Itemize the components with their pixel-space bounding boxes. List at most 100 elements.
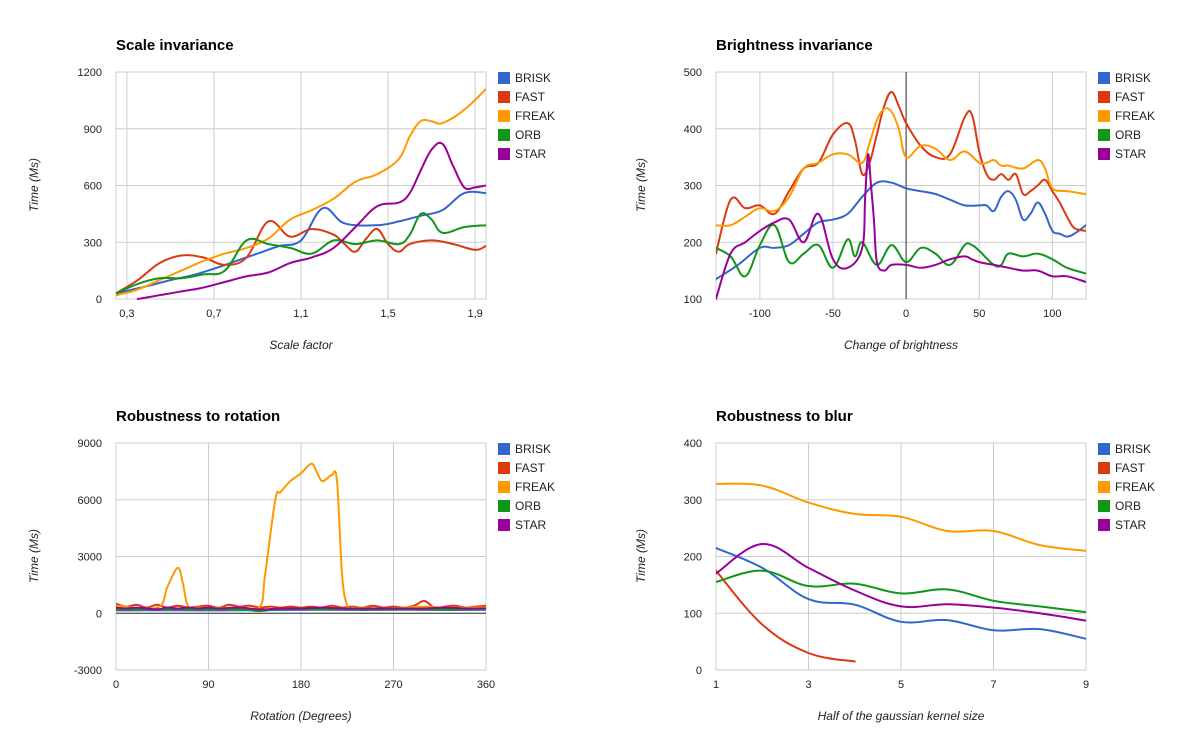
legend-label: FREAK [515,109,555,123]
x-tick-label: 180 [292,679,310,691]
chart-title: Scale invariance [116,37,234,54]
y-tick-label: 300 [84,237,102,249]
blur-robustness-chart: Robustness to blur 0 100 200 300 400 1 3 5 7 9 Time… [634,408,1155,723]
x-tick-label: 3 [805,679,811,691]
legend-label: STAR [1115,518,1146,532]
legend-swatch-brisk [498,72,510,84]
series-line-freak [716,482,1086,552]
x-axis-label: Rotation (Degrees) [250,709,351,723]
legend-label: ORB [1115,499,1141,513]
legend-swatch-brisk [498,443,510,455]
y-tick-label: 300 [684,181,702,193]
y-axis-label: Time (Ms) [27,158,41,212]
x-tick-label: 1 [713,679,719,691]
y-tick-label: 400 [684,124,702,136]
legend-label: STAR [1115,147,1146,161]
y-tick-label: 300 [684,495,702,507]
series-line-freak [716,107,1086,227]
x-axis-label: Scale factor [269,338,333,352]
legend-label: FREAK [1115,109,1155,123]
y-tick-label: 900 [84,124,102,136]
legend-swatch-brisk [1098,443,1110,455]
y-tick-label: 0 [696,665,702,677]
legend-label: BRISK [515,71,551,85]
series-line-star [136,141,486,300]
x-tick-label: 270 [384,679,402,691]
legend-swatch-fast [498,91,510,103]
series-line-fast [716,569,856,663]
legend-swatch-star [498,148,510,160]
series-line-fast [716,90,1086,255]
chart-title: Brightness invariance [716,37,873,54]
legend-label: BRISK [1115,442,1151,456]
y-tick-label: 6000 [78,495,102,507]
legend-swatch-orb [1098,129,1110,141]
legend-swatch-brisk [1098,72,1110,84]
brightness-invariance-chart: Brightness invariance100200300400500-100… [634,37,1155,352]
chart-title: Robustness to rotation [116,408,280,425]
y-tick-label: 9000 [78,438,102,450]
legend-label: BRISK [1115,71,1151,85]
legend-label: FAST [515,90,546,104]
legend-swatch-orb [1098,500,1110,512]
legend-swatch-fast [1098,462,1110,474]
x-tick-label: 1,9 [467,308,482,320]
rotation-robustness-chart: Robustness to rotation -3000 0 3000 6000 9000… [27,408,555,723]
x-tick-label: 50 [973,308,985,320]
series-line-star [116,606,486,611]
x-tick-label: -50 [825,308,841,320]
legend-swatch-star [498,519,510,531]
legend-label: FAST [515,461,546,475]
chart-title: Robustness to blur [716,408,853,425]
plot-frame [115,442,487,671]
x-axis-label: Half of the gaussian kernel size [818,709,985,723]
legend-label: ORB [1115,128,1141,142]
legend-label: BRISK [515,442,551,456]
x-tick-label: 0 [113,679,119,691]
x-tick-label: 360 [477,679,495,691]
legend-swatch-freak [498,110,510,122]
legend-swatch-fast [1098,91,1110,103]
series-line-orb [716,223,1086,278]
legend-label: STAR [515,518,546,532]
legend-swatch-star [1098,519,1110,531]
legend-swatch-freak [1098,110,1110,122]
scale-invariance-chart: Scale invariance 0 300 600 900 1200 0,3 0,7 1,1 1… [27,37,555,352]
legend-label: FREAK [1115,480,1155,494]
x-tick-label: 5 [898,679,904,691]
y-tick-label: 0 [96,608,102,620]
x-tick-label: 7 [990,679,996,691]
x-tick-label: -100 [749,308,771,320]
legend-swatch-star [1098,148,1110,160]
series-line-brisk [716,180,1086,281]
legend-label: STAR [515,147,546,161]
series-line-freak [116,88,486,297]
series-line-orb [716,569,1086,614]
y-axis-label: Time (Ms) [27,529,41,583]
legend-swatch-freak [498,481,510,493]
legend-swatch-fast [498,462,510,474]
y-tick-label: 0 [96,294,102,306]
series-line-brisk [716,547,1086,640]
y-tick-label: 200 [684,237,702,249]
legend-label: FAST [1115,461,1146,475]
y-tick-label: 3000 [78,552,102,564]
legend-label: FAST [1115,90,1146,104]
x-tick-label: 0 [903,308,909,320]
x-tick-label: 0,7 [206,308,221,320]
series-line-fast [116,219,486,295]
plot-frame [715,71,1087,300]
legend-label: FREAK [515,480,555,494]
legend-label: ORB [515,499,541,513]
y-tick-label: 200 [684,552,702,564]
legend-swatch-freak [1098,481,1110,493]
y-axis-label: Time (Ms) [634,529,648,583]
series-line-star [716,542,1086,622]
legend-swatch-orb [498,129,510,141]
x-axis-label: Change of brightness [844,338,958,352]
legend-swatch-orb [498,500,510,512]
series-line-star [716,153,1086,300]
y-axis-label: Time (Ms) [634,158,648,212]
y-tick-label: 100 [684,608,702,620]
